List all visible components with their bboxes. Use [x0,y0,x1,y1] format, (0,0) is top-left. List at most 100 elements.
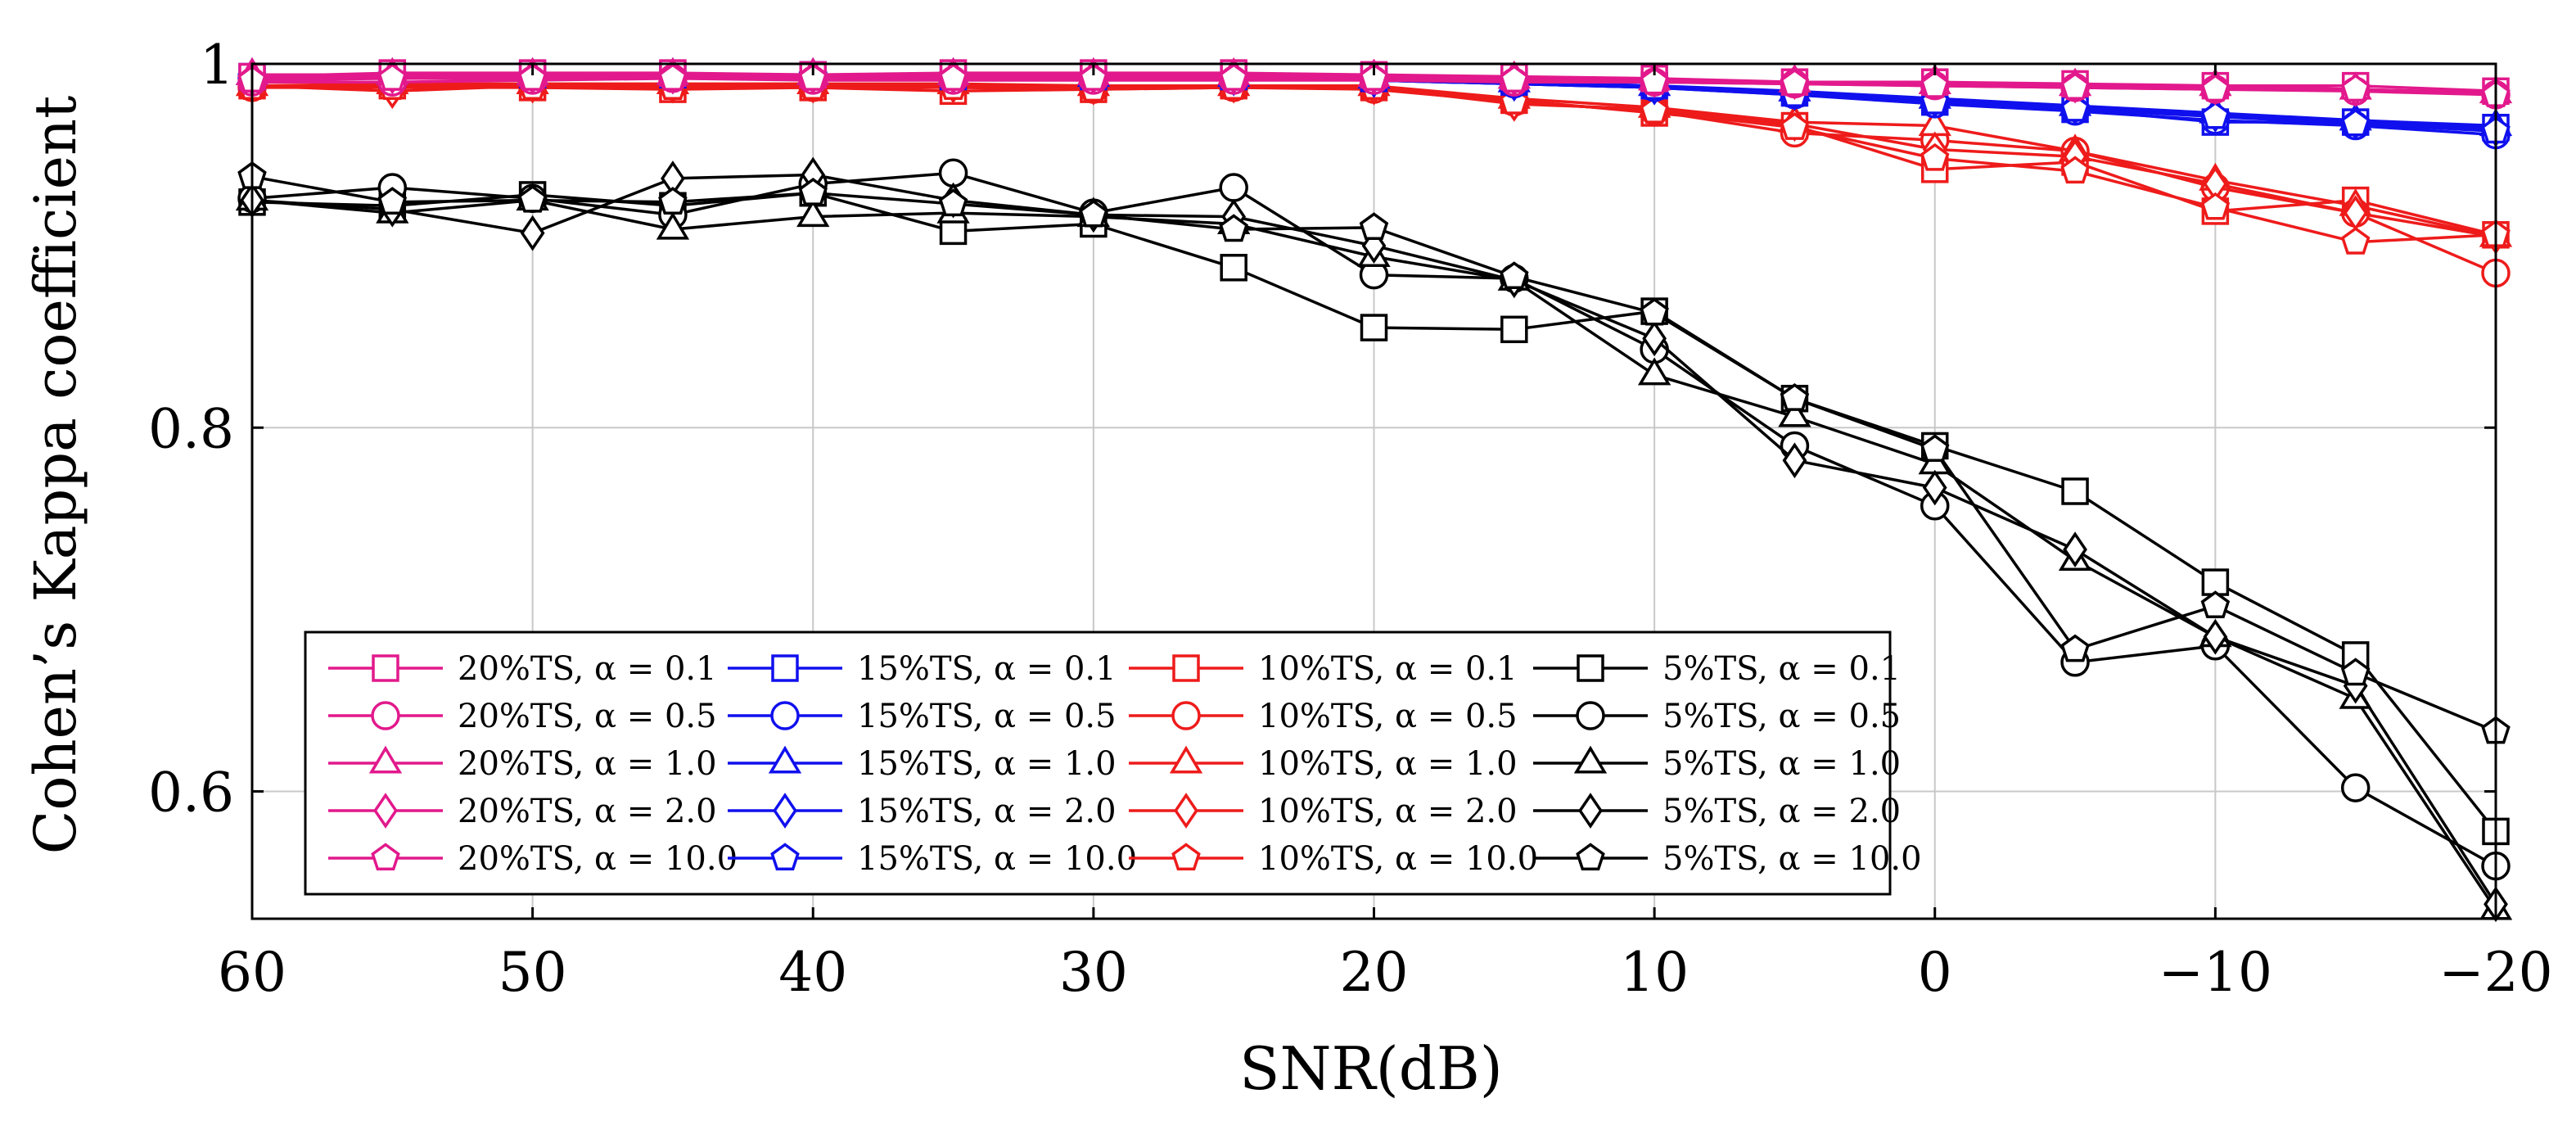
legend-entry: 20%TS, α = 0.1 [328,650,717,688]
x-tick-label: 40 [778,941,847,1004]
pentagon-marker [938,63,968,91]
diamond-marker [773,793,797,829]
triangle-marker [1637,357,1671,386]
legend-label: 15%TS, α = 0.1 [857,650,1117,688]
triangle-marker [796,199,830,228]
triangle-marker [1169,745,1203,774]
series-20pct-tspentagon [237,63,2511,107]
circle-marker [371,701,400,730]
x-tick-label: 10 [1620,941,1689,1004]
pentagon-marker [798,63,828,91]
pentagon-marker [1219,214,1248,242]
pentagon-marker [658,63,688,91]
square-marker [2061,477,2089,505]
legend-label: 20%TS, α = 10.0 [458,840,738,878]
plot-series [235,56,2513,923]
pentagon-marker [2200,101,2231,129]
diamond-marker [1922,469,1947,506]
triangle-marker [1778,399,1811,427]
legend-entry: 20%TS, α = 10.0 [328,840,738,878]
legend-entry: 15%TS, α = 10.0 [728,840,1137,878]
square-marker [1500,315,1528,344]
square-marker [1360,314,1388,341]
pentagon-marker [2200,192,2231,220]
circle-marker [1576,701,1605,730]
pentagon-marker [2200,590,2231,619]
triangle-marker [368,745,403,774]
pentagon-marker [1780,383,1810,411]
pentagon-marker [2340,658,2371,686]
x-tick-label: −10 [2159,941,2272,1004]
pentagon-marker [2060,634,2090,662]
circle-marker [770,701,800,730]
legend-label: 10%TS, α = 2.0 [1258,793,1518,830]
legend-label: 5%TS, α = 1.0 [1662,745,1901,783]
square-marker [372,654,399,682]
diamond-marker [373,793,398,829]
diamond-marker [1174,793,1198,829]
x-tick-label: 30 [1059,941,1128,1004]
pentagon-marker [1576,843,1605,871]
pentagon-marker [1359,63,1389,91]
legend-label: 20%TS, α = 0.5 [458,698,717,735]
diamond-marker [2063,531,2087,567]
triangle-marker [768,745,802,774]
x-tick-label: 60 [218,941,286,1004]
pentagon-marker [517,184,548,213]
pentagon-marker [798,178,828,206]
square-marker [1172,654,1200,682]
pentagon-marker [1640,96,1669,124]
pentagon-marker [1079,199,1108,228]
legend-entry: 10%TS, α = 2.0 [1129,793,1518,830]
legend-label: 20%TS, α = 0.1 [458,650,717,688]
legend-label: 15%TS, α = 10.0 [857,840,1137,878]
legend-label: 20%TS, α = 1.0 [458,745,717,783]
x-tick-label: 50 [499,941,567,1004]
legend-entry: 20%TS, α = 2.0 [328,793,717,830]
legend-entry: 5%TS, α = 10.0 [1533,840,1922,878]
legend-entry: 15%TS, α = 2.0 [728,793,1117,830]
x-tick-label: 20 [1340,941,1409,1004]
diamond-marker [520,215,545,251]
pentagon-marker [2340,74,2371,102]
pentagon-marker [2200,74,2231,102]
pentagon-marker [1171,843,1201,871]
legend-entry: 15%TS, α = 0.5 [728,698,1117,735]
pentagon-marker [377,63,408,91]
legend-entry: 5%TS, α = 0.1 [1533,650,1901,688]
pentagon-marker [2340,108,2371,137]
pentagon-marker [1359,212,1389,241]
legend-label: 10%TS, α = 0.5 [1258,698,1518,735]
legend-entry: 5%TS, α = 1.0 [1533,745,1901,783]
y-axis-label: Cohen’s Kappa coefficient [22,96,89,854]
legend-label: 20%TS, α = 2.0 [458,793,717,830]
diamond-marker [1782,442,1807,479]
pentagon-marker [517,63,548,91]
pentagon-marker [1920,434,1950,463]
pentagon-marker [1079,63,1108,91]
legend-entry: 10%TS, α = 10.0 [1129,840,1538,878]
circle-marker [2340,773,2371,802]
pentagon-marker [770,843,800,871]
legend-entry: 5%TS, α = 2.0 [1533,793,1901,830]
square-marker [771,654,799,682]
pentagon-marker [1640,66,1669,95]
legend-entry: 10%TS, α = 0.5 [1129,698,1518,735]
pentagon-marker [1640,297,1669,326]
pentagon-marker [2060,72,2090,100]
legend: 20%TS, α = 0.1 20%TS, α = 0.5 20%TS, α = 1… [304,631,1922,896]
pentagon-marker [1780,112,1810,140]
legend-label: 10%TS, α = 1.0 [1258,745,1518,783]
legend-entry: 10%TS, α = 1.0 [1129,745,1518,783]
legend-label: 5%TS, α = 10.0 [1662,840,1922,878]
pentagon-marker [377,187,408,215]
legend-entry: 20%TS, α = 1.0 [328,745,717,783]
pentagon-marker [938,188,968,217]
circle-marker [1219,173,1248,202]
legend-label: 15%TS, α = 1.0 [857,745,1117,783]
pentagon-marker [1780,68,1810,97]
legend-label: 5%TS, α = 0.1 [1662,650,1901,688]
pentagon-marker [2060,156,2090,184]
y-tick-label: 1 [200,34,234,97]
